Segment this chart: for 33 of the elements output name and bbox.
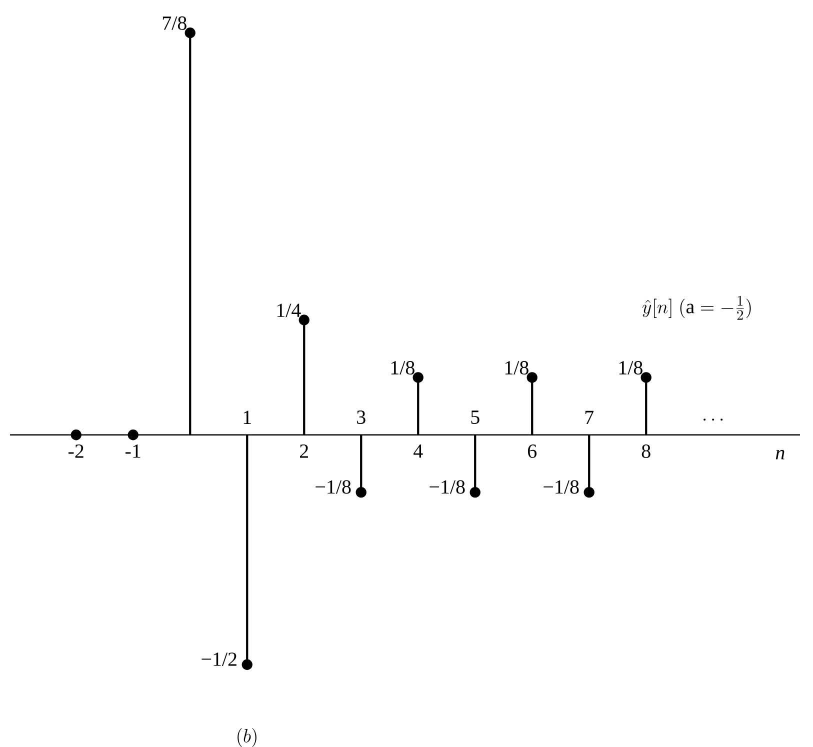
point xyxy=(584,486,594,498)
data-label: 1/4 xyxy=(277,304,301,318)
annotation: 5 xyxy=(471,410,480,424)
annotation: 1 xyxy=(244,410,251,424)
annotation: $\hat{y}[n]\ (\mathrm{a} = -\frac{1}{2})$ xyxy=(642,296,751,320)
x-tick-label: -2 xyxy=(68,444,84,458)
point xyxy=(128,430,138,440)
text: $(b)$ xyxy=(238,728,256,747)
annotation: $\cdots$ xyxy=(704,418,723,421)
point xyxy=(70,430,82,440)
data-label: 7/8 xyxy=(162,16,186,30)
point xyxy=(412,372,424,383)
data-label: −1/2 xyxy=(202,652,236,666)
x-axis-title: n xyxy=(776,450,784,460)
point xyxy=(184,28,196,38)
data-label: −1/8 xyxy=(544,480,579,494)
data-label: 1/8 xyxy=(505,361,528,375)
x-tick-label: 4 xyxy=(414,444,423,458)
data-label: −1/8 xyxy=(316,480,351,494)
point xyxy=(526,372,538,383)
data-label: −1/8 xyxy=(430,480,465,494)
point xyxy=(470,486,480,498)
point xyxy=(356,486,366,498)
x-tick-label: 8 xyxy=(642,444,650,458)
data-label: 1/8 xyxy=(391,361,414,375)
point xyxy=(242,659,252,670)
data-label: 1/8 xyxy=(619,361,642,375)
x-tick-label: 2 xyxy=(300,444,308,458)
x-tick-label: 6 xyxy=(528,444,537,458)
annotation: 3 xyxy=(357,410,366,424)
annotation: 7 xyxy=(585,410,594,424)
point xyxy=(640,372,652,383)
x-tick-label: -1 xyxy=(126,444,140,458)
